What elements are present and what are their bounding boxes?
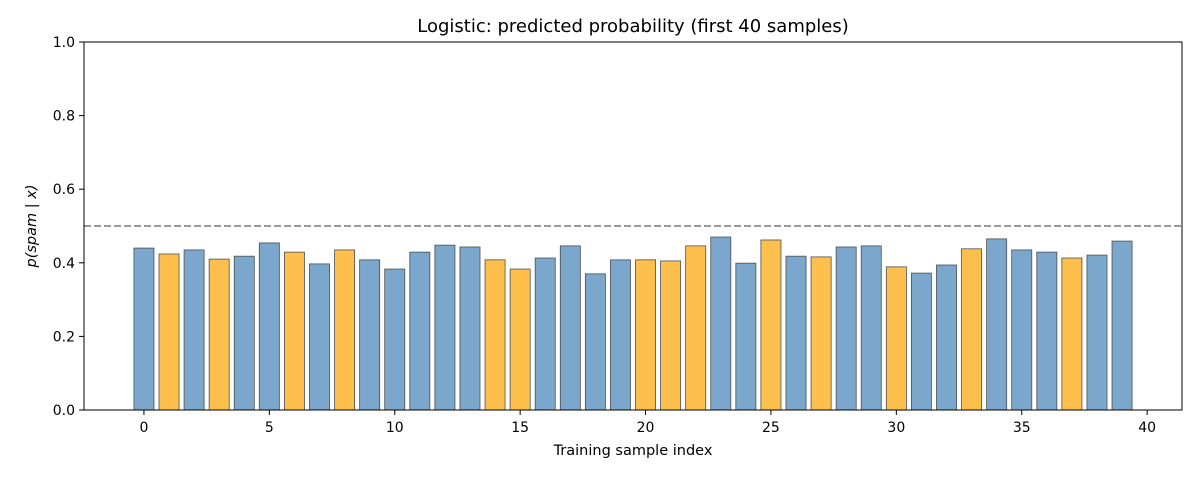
bar-35 <box>1011 249 1033 411</box>
bar-7 <box>309 263 330 411</box>
bar-33 <box>961 248 983 411</box>
bar-34 <box>986 238 1008 411</box>
x-tick-label: 0 <box>139 420 148 436</box>
bar-38 <box>1086 254 1108 411</box>
y-tick-label: 0.6 <box>53 182 75 198</box>
chart-title: Logistic: predicted probability (first 4… <box>417 16 849 37</box>
bar-2 <box>183 249 205 411</box>
bar-10 <box>384 268 406 411</box>
bar-25 <box>760 239 782 411</box>
bar-30 <box>885 266 907 411</box>
plot-frame <box>83 41 1183 411</box>
x-tick-label: 35 <box>1013 420 1031 436</box>
bar-26 <box>785 255 807 411</box>
bar-19 <box>610 259 631 411</box>
bar-23 <box>710 236 732 411</box>
x-axis-label: Training sample index <box>553 443 713 459</box>
bar-8 <box>334 249 356 411</box>
bar-14 <box>484 259 506 411</box>
bar-28 <box>835 246 857 411</box>
y-tick-label: 0.0 <box>53 403 75 419</box>
x-tick-label: 20 <box>637 420 655 436</box>
bar-17 <box>559 245 581 411</box>
x-tick-label: 30 <box>887 420 905 436</box>
bar-20 <box>635 259 656 411</box>
bar-4 <box>233 255 255 411</box>
bar-32 <box>936 264 957 411</box>
bar-37 <box>1061 257 1083 411</box>
y-tick-label: 0.2 <box>53 329 75 345</box>
bar-15 <box>509 268 531 411</box>
bar-31 <box>910 272 932 411</box>
bar-1 <box>158 253 180 411</box>
bar-13 <box>459 246 481 411</box>
bar-11 <box>409 251 431 411</box>
bar-39 <box>1111 240 1133 411</box>
y-tick-label: 1.0 <box>53 35 75 51</box>
bar-27 <box>810 256 832 411</box>
bar-6 <box>283 251 305 411</box>
x-tick-label: 25 <box>762 420 780 436</box>
x-tick-label: 15 <box>511 420 529 436</box>
bar-3 <box>208 258 230 411</box>
bar-24 <box>735 262 757 411</box>
bar-16 <box>534 257 556 411</box>
bar-36 <box>1036 251 1058 411</box>
bar-12 <box>434 244 456 411</box>
x-tick-label: 5 <box>265 420 274 436</box>
y-tick-label: 0.8 <box>53 109 75 125</box>
y-tick-label: 0.4 <box>53 256 75 272</box>
x-tick-label: 10 <box>386 420 404 436</box>
bar-5 <box>258 242 280 411</box>
bar-22 <box>685 245 707 411</box>
x-tick-label: 40 <box>1138 420 1156 436</box>
bar-29 <box>860 245 882 411</box>
bar-0 <box>133 247 155 411</box>
y-axis-label: p(spam | x) <box>24 185 40 269</box>
bar-21 <box>660 260 682 411</box>
bar-9 <box>359 259 381 411</box>
bar-18 <box>584 273 606 411</box>
